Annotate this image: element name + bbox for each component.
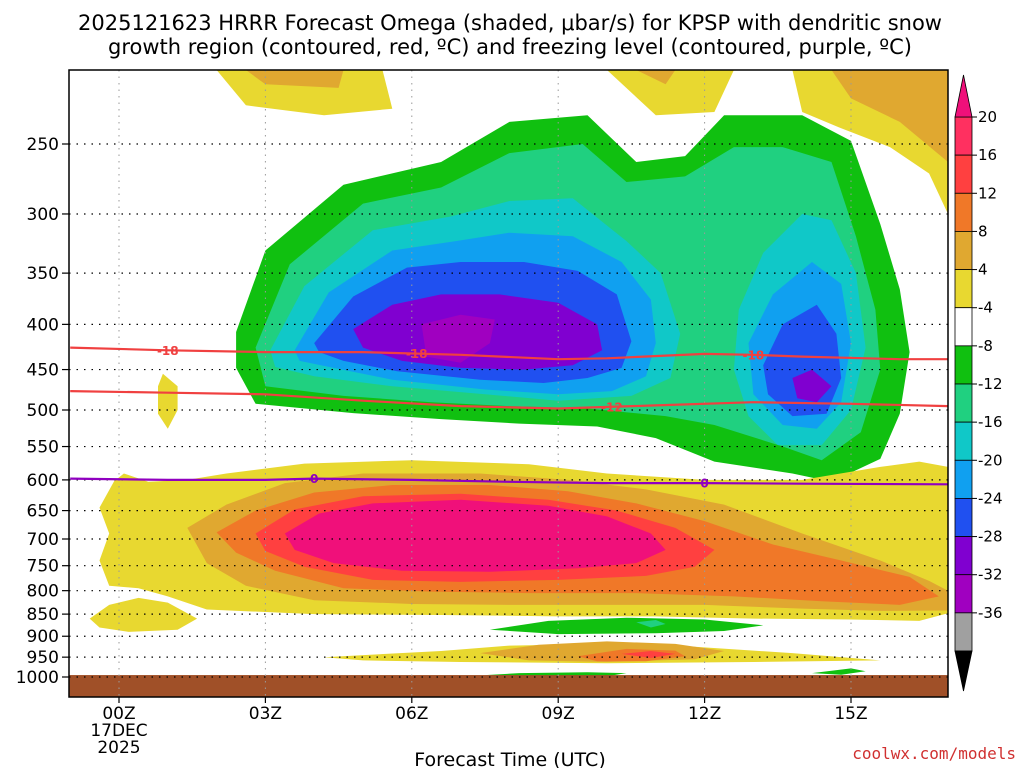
colorbar-label-12: -32 (978, 566, 1003, 584)
colorbar-top-arrow (954, 74, 973, 118)
colorbar-label-1: 16 (978, 146, 997, 164)
contour-label-neg18-1: -18 (406, 347, 428, 361)
x-tick-year: 2025 (97, 738, 140, 758)
omega-region-neg8-29 (636, 620, 666, 628)
colorbar-bottom-arrow (954, 650, 973, 692)
colorbar-label-5: -4 (978, 299, 993, 317)
colorbar-segment-12 (954, 574, 973, 614)
title-line-1: 2025121623 HRRR Forecast Omega (shaded, … (78, 11, 942, 35)
y-tick-label-1000: 1000 (16, 668, 59, 688)
plot-border (68, 69, 949, 698)
y-tick-label-400: 400 (27, 315, 59, 335)
colorbar-label-8: -16 (978, 413, 1003, 431)
contour-line-neg18 (70, 346, 948, 361)
colorbar-segment-8 (954, 421, 973, 461)
y-tick-label-500: 500 (27, 401, 59, 421)
colorbar-segment-4 (954, 269, 973, 309)
y-tick-label-550: 550 (27, 438, 59, 458)
x-tick-label-12Z: 12Z (688, 704, 721, 724)
omega-region-4-0 (216, 70, 393, 116)
colorbar-segment-7 (954, 383, 973, 423)
colorbar-segment-3 (954, 231, 973, 270)
credit-link[interactable]: coolwx.com/models (852, 744, 1016, 763)
y-tick-label-250: 250 (27, 135, 59, 155)
contour-label-0-1: 0 (700, 477, 708, 491)
colorbar-segment-11 (954, 536, 973, 576)
contour-label-neg18-2: -18 (743, 348, 765, 362)
colorbar-segment-6 (954, 345, 973, 385)
omega-region-16-27 (621, 651, 676, 658)
y-axis: 2503003504004505005506006507007508008509… (16, 135, 69, 688)
x-tick-date: 17DEC (90, 721, 147, 741)
omega-region-8-5 (831, 70, 948, 162)
title-line-2: growth region (contoured, red, ºC) and f… (108, 35, 912, 59)
colorbar-segment-13 (954, 612, 973, 652)
x-tick-label-06Z: 06Z (395, 704, 428, 724)
y-tick-label-650: 650 (27, 502, 59, 522)
y-tick-label-750: 750 (27, 557, 59, 577)
colorbar-label-7: -12 (978, 375, 1003, 393)
contour-label-neg18-0: -18 (157, 344, 179, 358)
x-tick-label-00Z: 00Z (102, 704, 135, 724)
contour-line-0 (70, 477, 949, 486)
colorbar-label-10: -24 (978, 489, 1003, 507)
ground-layer (69, 675, 948, 697)
y-tick-label-600: 600 (27, 471, 59, 491)
omega-region-4-2 (607, 70, 734, 116)
chart-title: 2025121623 HRRR Forecast Omega (shaded, … (78, 11, 942, 59)
y-tick-label-800: 800 (27, 582, 59, 602)
y-tick-label-450: 450 (27, 361, 59, 381)
omega-region-20-23 (284, 499, 666, 572)
contour-lines: -18 -18 -18 -12 0 0 (70, 344, 949, 491)
y-tick-label-350: 350 (27, 264, 59, 284)
colorbar-label-13: -36 (978, 604, 1003, 622)
colorbar-segment-1 (954, 154, 973, 194)
y-tick-label-700: 700 (27, 530, 59, 550)
colorbar-segment-5 (954, 307, 973, 347)
omega-region-8-3 (636, 70, 676, 85)
colorbar-label-6: -8 (978, 337, 993, 355)
y-tick-label-300: 300 (27, 205, 59, 225)
contour-line-neg12 (70, 390, 949, 410)
x-tick-label-09Z: 09Z (542, 704, 575, 724)
x-tick-label-03Z: 03Z (249, 704, 282, 724)
colorbar-segment-2 (954, 192, 973, 232)
contour-label-0-0: 0 (310, 472, 318, 486)
omega-region-8-1 (245, 70, 344, 88)
colorbar-label-3: 8 (978, 222, 988, 240)
colorbar-label-11: -28 (978, 528, 1003, 546)
y-tick-label-850: 850 (27, 605, 59, 625)
colorbar-label-2: 12 (978, 184, 997, 202)
omega-region-4-19 (89, 597, 198, 632)
omega-shading (89, 70, 949, 677)
omega-region-neg24-16 (792, 369, 832, 403)
x-tick-label-15Z: 15Z (834, 704, 867, 724)
grid-lines (69, 70, 948, 697)
omega-region-4-17 (158, 373, 178, 429)
omega-region-neg4-31 (812, 668, 866, 675)
ground-fill (69, 675, 948, 697)
colorbar-label-0: 20 (978, 108, 997, 126)
plot-frame (68, 69, 949, 698)
contour-label-neg12-0: -12 (601, 400, 623, 414)
y-tick-label-900: 900 (27, 627, 59, 647)
x-axis-label: Forecast Time (UTC) (414, 749, 605, 768)
y-tick-label-950: 950 (27, 648, 59, 668)
colorbar-segment-9 (954, 459, 973, 499)
colorbar-segment-10 (954, 498, 973, 537)
colorbar-label-4: 4 (978, 261, 988, 279)
colorbar-label-9: -20 (978, 451, 1003, 469)
colorbar-segment-0 (954, 116, 973, 156)
omega-region-neg28-12 (421, 314, 495, 363)
colorbar: 20 16 12 8 4 -4 -8 -12 -16 -20 -24 -28 -32 -36 (954, 74, 1003, 692)
